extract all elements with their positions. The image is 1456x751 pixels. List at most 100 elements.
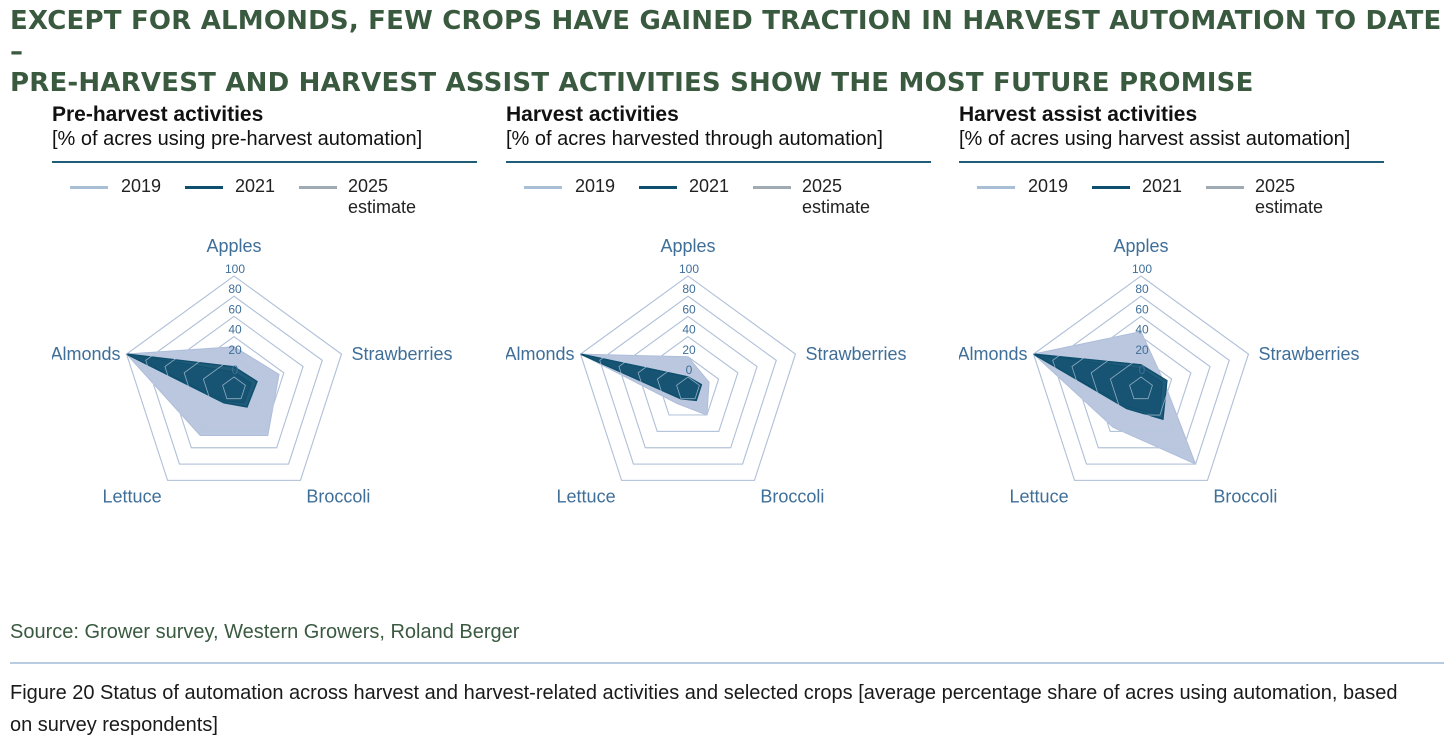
radar-grid-ring-overlay bbox=[183, 336, 285, 432]
legend-label: 2019 bbox=[575, 176, 616, 196]
legend-swatch-2025 bbox=[1206, 186, 1244, 189]
series-2021-area bbox=[1033, 353, 1168, 421]
radar-tick-label: 100 bbox=[1132, 262, 1152, 276]
chart-title: Harvest assist activities bbox=[959, 103, 1198, 126]
radar-grid-ring-overlay bbox=[145, 295, 323, 465]
chart-legend: 2019 2021 2025 estimate bbox=[506, 176, 931, 220]
radar-grid-ring-overlay bbox=[1109, 356, 1173, 416]
radar-tick-label: 80 bbox=[228, 282, 242, 296]
radar-grid-ring-overlay bbox=[580, 275, 796, 481]
radar-chart: 0 20 40 60 80 100 Apples Strawberries Broccoli Le… bbox=[506, 236, 907, 506]
radar-grid-ring-overlay bbox=[202, 356, 266, 416]
radar-tick-label: 100 bbox=[225, 262, 245, 276]
legend-swatch-2021 bbox=[639, 186, 677, 189]
radar-grid-ring-overlay bbox=[126, 275, 342, 481]
legend-label: 2019 bbox=[121, 176, 162, 196]
radar-tick-label: 40 bbox=[1135, 323, 1149, 337]
radar-axis-label: Strawberries bbox=[351, 344, 452, 364]
legend-swatch-2021 bbox=[185, 186, 223, 189]
radar-axis-label: Apples bbox=[1113, 236, 1168, 256]
radar-tick-label: 20 bbox=[228, 343, 242, 357]
chart-legend: 2019 2021 2025 estimate bbox=[52, 176, 477, 220]
legend-label: 2021 bbox=[689, 176, 730, 196]
radar-axis-label: Almonds bbox=[506, 344, 575, 364]
legend-swatch-2025 bbox=[299, 186, 337, 189]
chart-subtitle: [% of acres harvested through automation… bbox=[506, 128, 883, 150]
legend-sublabel: estimate bbox=[802, 197, 871, 217]
radar-tick-label: 60 bbox=[1135, 302, 1149, 316]
radar-tick-label: 0 bbox=[686, 363, 693, 377]
radar-grid-ring-overlay bbox=[1129, 376, 1153, 400]
radar-axis-label: Strawberries bbox=[1258, 344, 1359, 364]
chart-subtitle: [% of acres using pre-harvest automation… bbox=[52, 128, 423, 150]
radar-grid-ring-overlay bbox=[637, 336, 739, 432]
legend-swatch-2019 bbox=[524, 186, 562, 189]
radar-grid-ring-overlay bbox=[599, 295, 777, 465]
legend-swatch-2021 bbox=[1092, 186, 1130, 189]
divider bbox=[10, 662, 1444, 664]
chart-panel-pre-harvest: Pre-harvest activities [% of acres using… bbox=[52, 100, 477, 550]
legend-sublabel: estimate bbox=[1255, 197, 1324, 217]
headline-line-2: PRE-HARVEST AND HARVEST ASSIST ACTIVITIE… bbox=[10, 68, 1254, 98]
radar-grid-ring-overlay bbox=[222, 376, 246, 400]
legend-label: 2025 bbox=[802, 176, 843, 196]
series-2021-area bbox=[580, 353, 703, 402]
radar-tick-label: 80 bbox=[682, 282, 696, 296]
radar-tick-label: 0 bbox=[1139, 363, 1146, 377]
legend-label: 2019 bbox=[1028, 176, 1069, 196]
title-underline bbox=[506, 161, 931, 163]
legend-label: 2021 bbox=[235, 176, 276, 196]
radar-axis-label: Broccoli bbox=[760, 486, 824, 506]
figure-caption: Figure 20 Status of automation across ha… bbox=[10, 682, 1398, 736]
series-2021-area bbox=[126, 353, 258, 408]
radar-grid-ring-overlay bbox=[1071, 315, 1211, 449]
radar-grid-ring-overlay bbox=[656, 356, 720, 416]
headline-line-1: EXCEPT FOR ALMONDS, FEW CROPS HAVE GAINE… bbox=[10, 6, 1442, 67]
radar-tick-label: 20 bbox=[682, 343, 696, 357]
radar-tick-label: 40 bbox=[682, 323, 696, 337]
radar-grid-ring-overlay bbox=[1052, 295, 1230, 465]
radar-tick-label: 80 bbox=[1135, 282, 1149, 296]
radar-axis-label: Almonds bbox=[959, 344, 1028, 364]
radar-axis-label: Lettuce bbox=[103, 486, 162, 506]
radar-tick-label: 20 bbox=[1135, 343, 1149, 357]
legend-swatch-2025 bbox=[753, 186, 791, 189]
series-2025-estimate-area bbox=[580, 353, 710, 416]
legend-swatch-2019 bbox=[977, 186, 1015, 189]
radar-tick-label: 100 bbox=[679, 262, 699, 276]
chart-title: Harvest activities bbox=[506, 103, 679, 126]
radar-grid-ring-overlay bbox=[1090, 336, 1192, 432]
radar-axis-label: Strawberries bbox=[805, 344, 906, 364]
radar-axis-label: Lettuce bbox=[1010, 486, 1069, 506]
radar-axis-label: Apples bbox=[206, 236, 261, 256]
radar-chart: 0 20 40 60 80 100 Apples Strawberries Broccoli Le… bbox=[959, 236, 1360, 506]
legend-sublabel: estimate bbox=[348, 197, 417, 217]
legend-label: 2021 bbox=[1142, 176, 1183, 196]
headline: EXCEPT FOR ALMONDS, FEW CROPS HAVE GAINE… bbox=[10, 6, 1450, 99]
title-underline bbox=[959, 161, 1384, 163]
chart-panel-harvest: Harvest activities [% of acres harvested… bbox=[506, 100, 931, 550]
title-underline bbox=[52, 161, 477, 163]
radar-axis-label: Lettuce bbox=[557, 486, 616, 506]
radar-grid-ring-overlay bbox=[164, 315, 304, 449]
radar-axis-label: Broccoli bbox=[306, 486, 370, 506]
legend-label: 2025 bbox=[1255, 176, 1296, 196]
radar-chart: 0 20 40 60 80 100 Apples Strawberries Broccoli Le… bbox=[52, 236, 453, 506]
legend-label: 2025 bbox=[348, 176, 389, 196]
source-note: Source: Grower survey, Western Growers, … bbox=[10, 621, 520, 643]
legend-swatch-2019 bbox=[70, 186, 108, 189]
chart-title: Pre-harvest activities bbox=[52, 103, 264, 126]
radar-tick-label: 40 bbox=[228, 323, 242, 337]
chart-legend: 2019 2021 2025 estimate bbox=[959, 176, 1384, 220]
radar-grid-ring-overlay bbox=[1033, 275, 1249, 481]
radar-tick-label: 60 bbox=[682, 302, 696, 316]
radar-tick-label: 60 bbox=[228, 302, 242, 316]
chart-subtitle: [% of acres using harvest assist automat… bbox=[959, 128, 1351, 150]
radar-axis-label: Almonds bbox=[52, 344, 121, 364]
radar-grid-ring-overlay bbox=[618, 315, 758, 449]
chart-panel-harvest-assist: Harvest assist activities [% of acres us… bbox=[959, 100, 1384, 550]
radar-axis-label: Apples bbox=[660, 236, 715, 256]
radar-grid-ring-overlay bbox=[676, 376, 700, 400]
radar-axis-label: Broccoli bbox=[1213, 486, 1277, 506]
radar-tick-label: 0 bbox=[232, 363, 239, 377]
